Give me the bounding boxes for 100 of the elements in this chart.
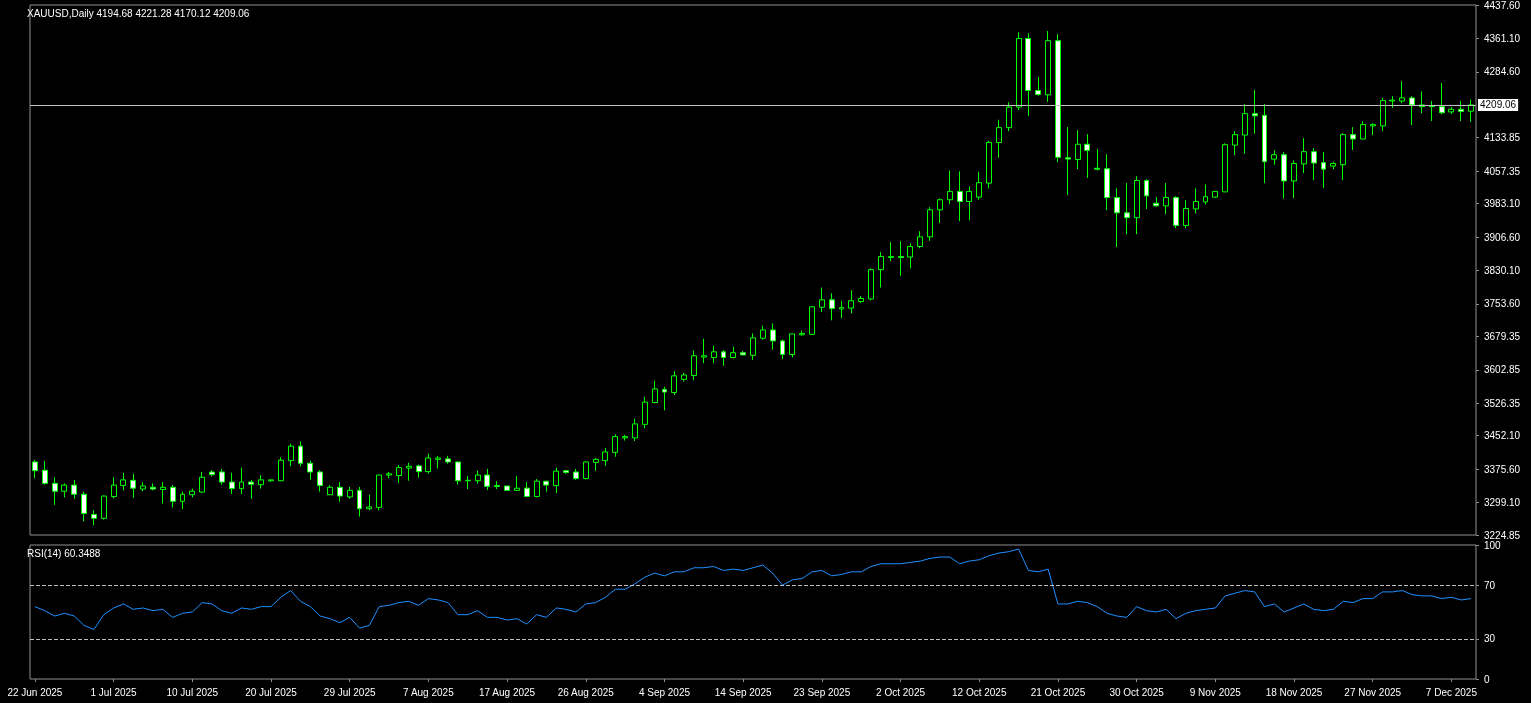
candlestick [553,467,559,494]
candlestick [602,447,608,467]
candlestick [199,471,205,494]
x-tick-label: 29 Jul 2025 [323,686,376,698]
candlestick [1468,99,1474,123]
candlestick [1271,149,1277,166]
candlestick [671,370,677,396]
candlestick [848,289,854,314]
candlestick [475,470,481,485]
y-tick-label: 0 [1484,673,1490,685]
candlestick [268,479,274,483]
candlestick [622,434,628,442]
ref-line-label: 4209.06 [1480,99,1517,111]
candlestick [1163,182,1169,215]
candlestick [180,491,185,510]
x-tick-label: 27 Nov 2025 [1344,686,1402,698]
candlestick [219,468,225,486]
x-tick-label: 14 Sep 2025 [714,686,772,698]
candlestick [258,474,264,490]
candlestick [140,481,146,492]
candlestick [573,468,579,481]
candlestick [789,333,795,358]
candlestick [1212,190,1218,199]
candlestick [1203,183,1208,206]
candlestick [534,478,540,498]
candlestick [445,455,451,465]
y-tick-label: 30 [1484,633,1496,645]
candlestick [711,345,717,364]
candlestick [170,484,176,508]
candlestick [819,287,825,313]
candlestick [298,440,303,467]
candlestick [799,329,805,337]
candlestick [317,469,323,493]
candlestick [1301,137,1307,174]
candlestick [209,469,215,477]
candlestick [239,467,244,495]
candlestick [563,469,569,475]
candlestick [81,491,87,522]
candlestick [130,473,136,499]
x-tick-label: 18 Nov 2025 [1265,686,1323,698]
candlestick [1360,120,1366,140]
candlestick [386,471,392,479]
x-tick-label: 7 Dec 2025 [1425,686,1478,698]
candlestick [357,486,362,518]
candlestick [829,292,835,321]
x-tick-label: 9 Nov 2025 [1189,686,1242,698]
candlestick [1222,142,1228,193]
candlestick [52,476,58,506]
candlestick [1448,106,1454,115]
candlestick [543,480,549,493]
x-tick-label: 4 Sep 2025 [638,686,691,698]
candlestick [839,300,844,319]
candlestick [1370,122,1376,136]
y-tick-label: 4133.85 [1484,132,1521,144]
candlestick [1065,126,1071,196]
y-tick-label: 4057.35 [1484,165,1521,177]
x-tick-label: 22 Jun 2025 [7,686,63,698]
candlestick [868,267,874,301]
candlestick [632,418,638,442]
x-tick-label: 23 Sep 2025 [793,686,851,698]
candlestick [42,460,48,486]
candlestick [917,230,923,249]
x-tick-label: 26 Aug 2025 [557,686,615,698]
x-tick-label: 12 Oct 2025 [952,686,1007,698]
candlestick [435,455,441,470]
candlestick [376,474,382,511]
candlestick [662,386,667,411]
candlestick [612,433,618,458]
candlestick [780,339,785,360]
candlestick [1114,187,1120,248]
y-tick-label: 70 [1484,579,1496,591]
candlestick [1281,151,1287,199]
candlestick [1399,80,1405,104]
candlestick [1045,30,1051,103]
candlestick [1025,32,1031,117]
y-tick-label: 4361.10 [1484,32,1521,44]
candlestick [327,484,333,496]
candlestick [61,482,67,498]
candlestick [288,443,294,467]
candlestick [1439,82,1445,115]
candlestick [150,482,156,491]
candlestick [583,460,589,480]
candlestick [1193,187,1199,214]
candlestick [229,472,235,495]
candlestick [1340,132,1346,181]
candlestick [189,488,195,498]
y-tick-label: 4284.60 [1484,66,1521,78]
candlestick [681,372,687,383]
candlestick [1035,76,1041,97]
y-tick-label: 100 [1484,539,1502,551]
candlestick [1321,151,1326,189]
candlestick [1134,175,1140,235]
candlestick [160,481,166,504]
candlestick [593,457,599,472]
chart-title: XAUUSD,Daily 4194.68 4221.28 4170.12 4209.06 [27,7,250,19]
candlestick [937,197,943,224]
x-tick-label: 7 Aug 2025 [403,686,455,698]
y-tick-label: 3983.10 [1484,198,1521,210]
candlestick [1262,103,1267,184]
chart-title: RSI(14) 60.3488 [27,547,101,559]
